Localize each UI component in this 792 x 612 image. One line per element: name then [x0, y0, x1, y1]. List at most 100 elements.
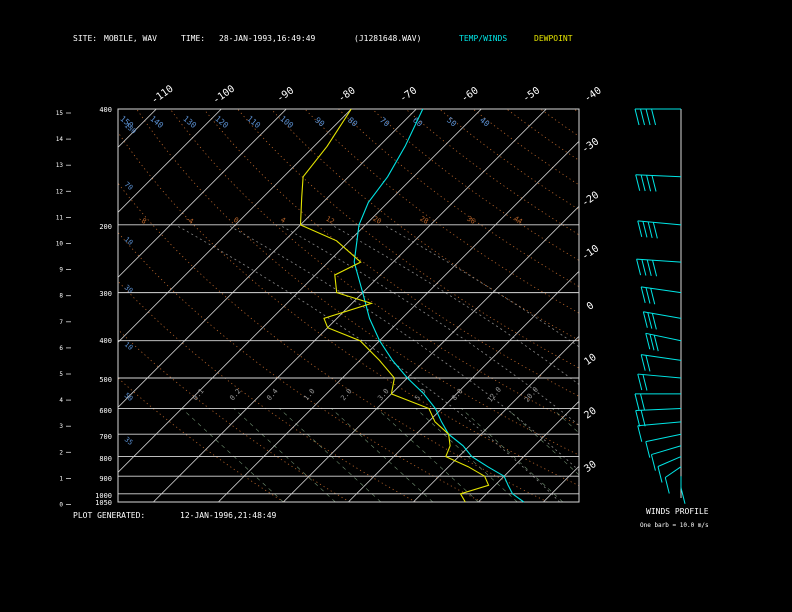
adiabat-row-label: -8: [136, 215, 147, 226]
isotherm-label: -30: [580, 136, 601, 155]
dry-adiabat: [136, 109, 579, 456]
isotherm-label: -40: [583, 85, 604, 104]
height-label: 10: [56, 241, 64, 248]
wind-barb-flag: [640, 108, 646, 126]
wind-barb-flag: [645, 441, 651, 458]
wind-barb: [636, 258, 682, 263]
adiabat-row-label: 4: [279, 216, 287, 225]
dry-adiabat: [675, 109, 792, 502]
wind-barb-flag: [647, 221, 653, 238]
wind-barb: [637, 421, 682, 427]
temperature-line: [353, 108, 525, 503]
dry-adiabat-label: 130: [181, 114, 198, 130]
dewpoint-line: [299, 108, 490, 503]
mixing-ratio-label: 5.0: [413, 387, 427, 402]
wind-barb-flag: [652, 260, 658, 277]
plot-generated-label: PLOT GENERATED:: [73, 511, 146, 520]
wind-barb-flag: [634, 393, 640, 411]
wind-barb-flag: [640, 410, 646, 427]
axis-labels: 4002003004005006007008009001000105015141…: [56, 84, 604, 509]
wind-barb-flag: [680, 487, 686, 504]
mixing-ratio-label: 8.0: [450, 387, 464, 402]
wind-barb-flag: [645, 108, 651, 126]
dry-adiabat: [608, 109, 792, 502]
dry-adiabat: [118, 280, 416, 502]
wind-barb-flag: [634, 108, 640, 126]
moist-adiabat: [175, 224, 560, 502]
isotherm-label: -90: [275, 85, 296, 104]
dry-adiabat: [641, 109, 792, 502]
isotherm-label: 30: [582, 459, 598, 475]
height-label: 14: [56, 136, 64, 143]
dry-adiabat: [742, 109, 792, 502]
isotherm-label: -80: [337, 85, 358, 104]
wind-barb-flag: [650, 454, 656, 471]
height-label: 12: [56, 188, 64, 195]
wind-barb-flag: [646, 175, 652, 192]
series: [299, 108, 525, 503]
isotherm-label: -100: [211, 84, 237, 107]
theta-label: 50: [123, 391, 135, 403]
mixing-ratio-line: [415, 408, 518, 502]
wind-barb-flag: [642, 374, 648, 391]
dry-adiabat-label: 100: [278, 114, 295, 130]
adiabat-row-label: 12: [324, 215, 335, 226]
dry-adiabat: [203, 109, 579, 397]
dry-adiabat: [304, 109, 579, 314]
dry-adiabat: [118, 182, 548, 502]
wind-barb-flag: [642, 221, 648, 238]
isotherm-line: [738, 109, 792, 502]
height-label: 5: [59, 371, 63, 378]
theta-label: 35: [123, 435, 135, 447]
pressure-label: 600: [99, 407, 112, 415]
site-value: MOBILE, WAV: [104, 34, 157, 43]
wind-barb-flag: [651, 108, 657, 126]
wind-barb: [641, 354, 682, 361]
isotherm-label: -60: [460, 85, 481, 104]
dry-adiabat: [540, 109, 579, 137]
dry-adiabat: [118, 377, 285, 502]
mixing-ratio-line: [376, 408, 479, 502]
mixing-ratio-label: 2.0: [339, 387, 353, 402]
pressure-label: 300: [99, 290, 112, 298]
pressure-label: 800: [99, 455, 112, 463]
isotherm-label: 0: [585, 300, 596, 312]
isotherm-label: -20: [580, 190, 601, 209]
dry-adiabat-label: 60: [411, 116, 424, 129]
wind-barb-flag: [646, 259, 652, 277]
theta-label: 30: [123, 283, 135, 295]
height-label: 8: [59, 293, 63, 300]
isotherm-line: [283, 205, 579, 502]
isotherm-line: [153, 109, 547, 502]
winds-profile-title: WINDS PROFILE: [646, 507, 709, 516]
plot-generated-value: 12-JAN-1996,21:48:49: [180, 511, 277, 520]
isotherm-line: [118, 109, 352, 343]
isotherm-label: 10: [582, 352, 598, 368]
adiabat-row-label: 36: [465, 215, 476, 226]
mixing-ratio-label: 0.4: [265, 387, 279, 402]
adiabat-row-label: 20: [371, 215, 382, 226]
wind-barb: [641, 286, 682, 294]
wind-barb-flag: [657, 466, 663, 483]
mixing-ratio-label: 20.0: [523, 386, 540, 404]
pressure-label: 500: [99, 376, 112, 384]
mixing-ratio-label: 0.2: [228, 387, 242, 402]
dry-adiabat-label: 120: [213, 114, 230, 130]
isotherm-line: [118, 109, 157, 148]
wind-barb-flag: [637, 373, 643, 391]
dry-adiabat-label: 40: [478, 116, 491, 129]
isotherm-line: [543, 465, 579, 502]
wind-barb-flag: [642, 311, 648, 328]
isotherm-label: -10: [580, 243, 601, 262]
pressure-label: 400: [99, 337, 112, 345]
isotherm-line: [118, 109, 482, 473]
dry-adiabat: [776, 109, 792, 502]
height-label: 7: [59, 319, 63, 326]
wind-barb: [657, 456, 682, 467]
dry-adiabat: [118, 328, 351, 502]
dry-adiabat: [573, 109, 579, 113]
moist-adiabat: [383, 224, 579, 348]
wind-barb: [664, 466, 682, 478]
file-value: (J1281648.WAV): [354, 34, 422, 43]
moist-adiabat: [227, 224, 579, 472]
